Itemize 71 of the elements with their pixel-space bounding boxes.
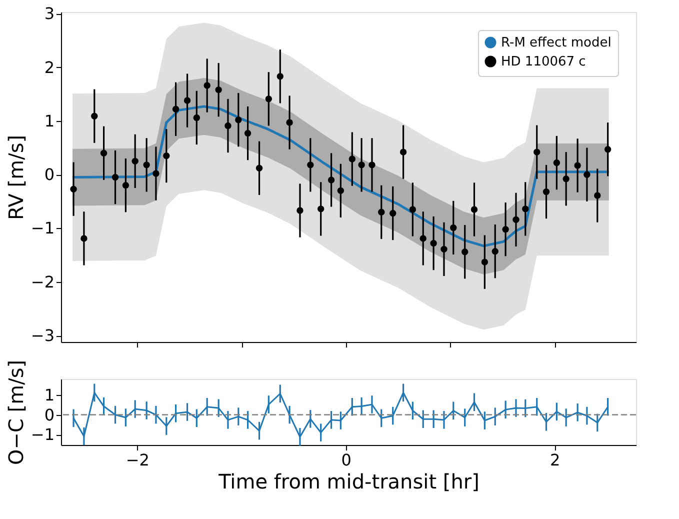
- y-tick-label: −3: [30, 326, 54, 346]
- point: [450, 224, 457, 232]
- point: [337, 187, 344, 194]
- y-tick-label: 2: [44, 58, 54, 77]
- point: [430, 240, 437, 247]
- y-axis-title: RV [m/s]: [4, 134, 28, 220]
- point: [286, 119, 293, 126]
- y-tick-label: 0: [44, 405, 54, 424]
- point: [492, 248, 498, 255]
- y-tick-label: 1: [44, 111, 54, 130]
- point: [235, 116, 242, 124]
- point: [184, 97, 191, 104]
- point: [256, 164, 263, 172]
- point: [70, 186, 77, 192]
- point: [100, 150, 108, 156]
- point: [112, 174, 119, 181]
- point: [348, 156, 356, 162]
- point: [400, 148, 407, 156]
- point: [594, 192, 601, 199]
- x-axis-title: Time from mid-transit [hr]: [218, 470, 480, 494]
- x-tick-label: −2: [126, 450, 150, 470]
- point: [502, 226, 509, 233]
- point: [481, 258, 488, 266]
- point: [440, 246, 448, 253]
- point: [276, 73, 284, 80]
- point: [244, 130, 252, 137]
- point: [132, 158, 138, 165]
- point: [163, 152, 170, 160]
- y-axis-title: O−C [m/s]: [4, 360, 28, 466]
- point: [574, 162, 581, 169]
- point: [542, 188, 550, 196]
- point: [307, 162, 314, 168]
- point: [172, 106, 180, 112]
- y-tick-label: −1: [30, 425, 54, 444]
- point: [215, 86, 222, 94]
- point: [512, 216, 520, 224]
- point: [470, 206, 478, 213]
- point: [358, 162, 365, 168]
- y-tick-label: −2: [30, 272, 54, 292]
- point: [193, 114, 200, 122]
- point: [224, 122, 232, 130]
- point: [462, 248, 468, 256]
- point: [317, 206, 324, 212]
- point: [296, 207, 304, 214]
- point: [522, 206, 529, 212]
- point: [562, 176, 570, 182]
- y-tick-label: −1: [30, 218, 54, 238]
- point: [420, 235, 426, 242]
- point: [204, 82, 210, 89]
- y-tick-label: 3: [44, 4, 54, 24]
- point: [553, 159, 560, 166]
- legend-label: HD 110067 c: [501, 54, 586, 70]
- y-tick-label: 0: [44, 165, 54, 184]
- x-tick-label: 0: [341, 450, 352, 470]
- point: [152, 170, 160, 177]
- point: [378, 208, 385, 216]
- y-tick-label: 1: [44, 386, 54, 405]
- x-tick-label: 2: [550, 450, 560, 470]
- point: [265, 96, 272, 102]
- point: [80, 235, 88, 242]
- point: [328, 176, 335, 184]
- legend-label: R-M effect model: [501, 36, 612, 50]
- point: [584, 171, 590, 178]
- point: [409, 206, 416, 213]
- point: [143, 162, 150, 168]
- point: [604, 146, 612, 153]
- point: [389, 210, 396, 217]
- point: [534, 148, 540, 156]
- point: [368, 162, 376, 168]
- point: [122, 182, 130, 189]
- point: [91, 112, 98, 120]
